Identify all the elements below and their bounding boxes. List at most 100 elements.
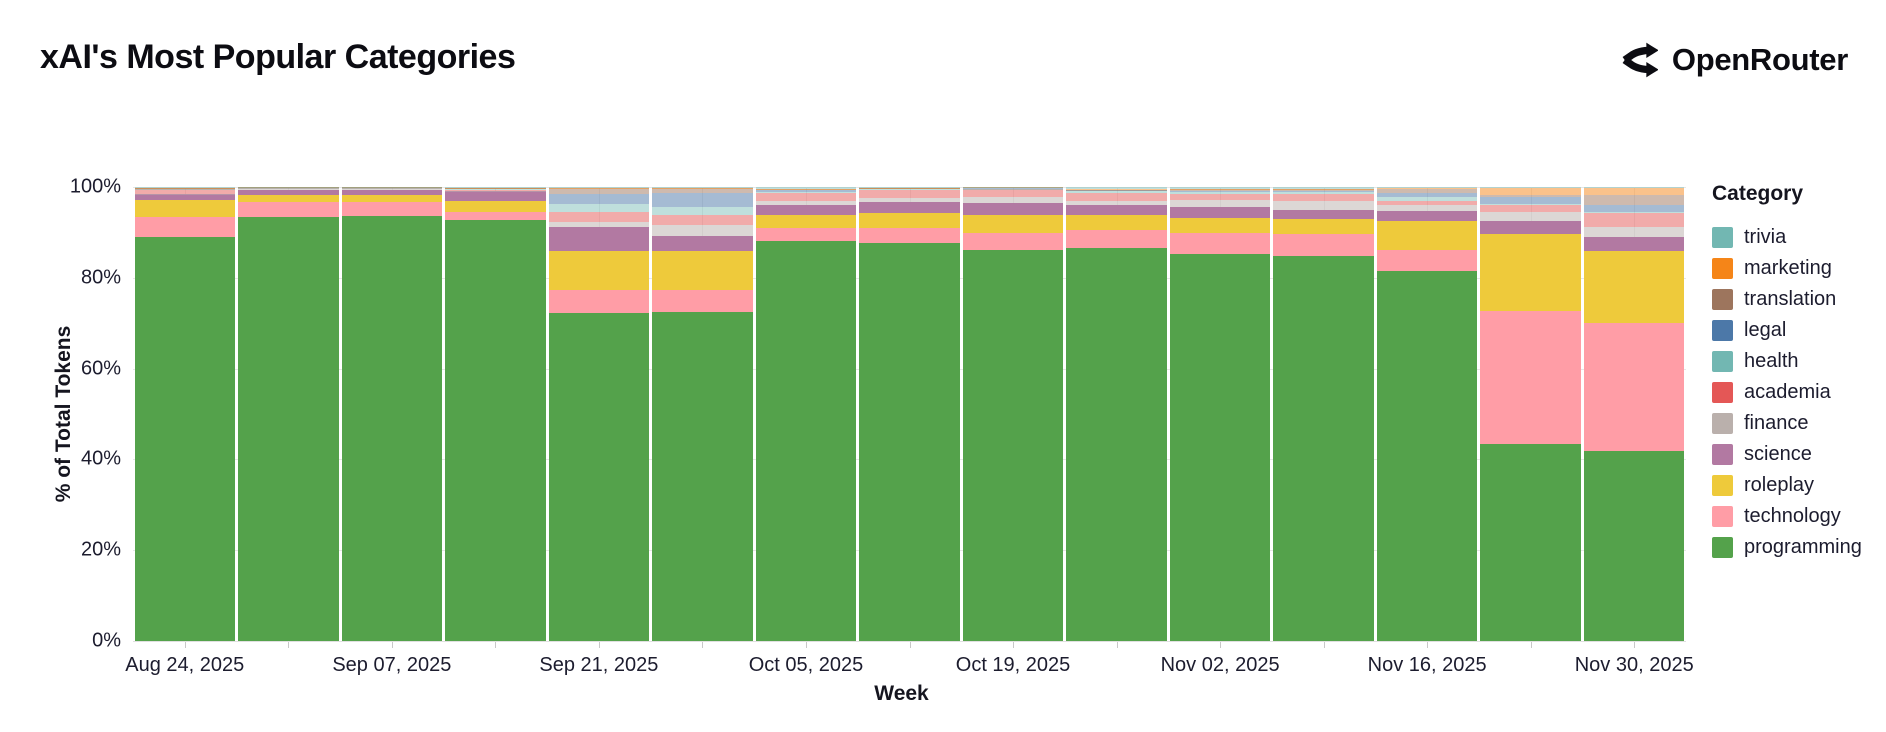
bar-segment-finance: [1066, 201, 1167, 206]
bar-segment-programming: [1066, 248, 1167, 641]
x-tick-label: Sep 21, 2025: [539, 654, 659, 676]
bar-segment-academia: [1169, 193, 1271, 200]
legend-item-trivia: trivia: [1712, 222, 1882, 253]
stacked-bar: [445, 187, 546, 641]
bar-segment-science: [859, 202, 960, 213]
x-tick-mark: [288, 642, 290, 648]
bar-segment-academia: [445, 189, 546, 191]
bar-segment-programming: [1583, 451, 1685, 641]
legend-items: trivia marketing translation legal health aca…: [1712, 222, 1882, 563]
bar-segment-programming: [1480, 443, 1581, 641]
bar-segment-technology: [548, 289, 650, 313]
bar-segment-programming: [962, 250, 1064, 641]
y-tick-label: 80%: [80, 266, 121, 289]
bar-segment-translation: [1376, 189, 1478, 193]
x-axis-title: Week: [874, 682, 929, 705]
x-tick-mark: [1116, 642, 1118, 648]
bar-segment-science: [1169, 206, 1271, 218]
bar-segment-science: [962, 203, 1064, 215]
bar-segment-health: [652, 206, 753, 215]
bar-segment-roleplay: [962, 214, 1064, 234]
bar-segment-programming: [238, 216, 339, 641]
bar-segment-science: [445, 191, 546, 202]
legend-label: academia: [1744, 381, 1831, 403]
stacked-bar: [859, 187, 960, 641]
bar-segment-programming: [755, 241, 857, 641]
bar-segment-roleplay: [755, 214, 857, 228]
legend-label: translation: [1744, 288, 1837, 310]
x-tick-label: Nov 30, 2025: [1574, 654, 1694, 676]
bar-segment-translation: [962, 187, 1064, 188]
bar-segment-health: [755, 192, 857, 193]
bar-segment-legal: [652, 192, 753, 207]
x-tick-mark: [1427, 642, 1429, 648]
legend-swatch-marketing: [1712, 258, 1733, 279]
bar-segment-finance: [548, 222, 650, 228]
bar-segment-roleplay: [548, 251, 650, 290]
bar-segment-programming: [1376, 271, 1478, 641]
bar-segment-academia: [962, 188, 1064, 197]
bar-segment-academia: [755, 192, 857, 202]
legend-item-roleplay: roleplay: [1712, 470, 1882, 501]
legend-label: technology: [1744, 505, 1841, 527]
bar-segment-legal: [962, 187, 1064, 189]
bar-segment-academia: [1273, 193, 1374, 201]
legend-item-translation: translation: [1712, 284, 1882, 315]
legend-swatch-translation: [1712, 289, 1733, 310]
stacked-bar: [962, 187, 1064, 641]
bar-segment-science: [548, 227, 650, 252]
bar-segment-legal: [1480, 196, 1581, 204]
legend-label: health: [1744, 350, 1799, 372]
x-tick-mark: [1634, 642, 1636, 648]
bar-segment-health: [1583, 211, 1685, 214]
bar-segment-health: [1273, 192, 1374, 194]
stacked-bar: [1583, 187, 1685, 641]
bar-segment-technology: [1273, 234, 1374, 257]
bar-segment-roleplay: [652, 251, 753, 291]
bar-segment-academia: [134, 189, 236, 194]
x-tick-mark: [184, 642, 186, 648]
x-tick-mark: [391, 642, 393, 648]
legend-label: programming: [1744, 536, 1862, 558]
bar-segment-roleplay: [134, 199, 236, 218]
bar-segment-technology: [652, 290, 753, 312]
legend-item-academia: academia: [1712, 377, 1882, 408]
bar-segment-technology: [134, 217, 236, 237]
bar-segment-trivia: [755, 187, 857, 189]
legend-swatch-academia: [1712, 382, 1733, 403]
x-tick-mark: [1323, 642, 1325, 648]
x-tick-mark: [1530, 642, 1532, 648]
bar-segment-translation: [1273, 189, 1374, 191]
legend-item-technology: technology: [1712, 501, 1882, 532]
bar-segment-technology: [1169, 233, 1271, 255]
bar-segment-science: [1273, 209, 1374, 219]
stacked-bar: [548, 187, 650, 641]
bar-segment-roleplay: [445, 201, 546, 212]
bar-segment-trivia: [1169, 187, 1271, 189]
bar-segment-finance: [134, 193, 236, 195]
bar-segment-health: [1480, 203, 1581, 206]
plot-area: [133, 186, 1686, 642]
legend-label: trivia: [1744, 226, 1787, 248]
x-tick-label: Sep 07, 2025: [332, 654, 452, 676]
bar-segment-technology: [755, 227, 857, 242]
legend-item-health: health: [1712, 346, 1882, 377]
bar-segment-science: [652, 235, 753, 252]
x-tick-label: Oct 05, 2025: [748, 654, 864, 676]
bar-segment-technology: [341, 202, 443, 216]
bar-segment-roleplay: [1273, 218, 1374, 235]
bar-segment-science: [1376, 211, 1478, 221]
bar-segment-roleplay: [238, 195, 339, 202]
stacked-bar: [1169, 187, 1271, 641]
legend-swatch-finance: [1712, 413, 1733, 434]
bar-segment-roleplay: [1066, 214, 1167, 230]
legend-label: marketing: [1744, 257, 1832, 279]
stacked-bar: [1376, 187, 1478, 641]
bar-segment-programming: [652, 311, 753, 641]
brand-logo[interactable]: OpenRouter: [1618, 40, 1848, 80]
bar-segment-science: [341, 189, 443, 195]
bar-segment-technology: [1066, 229, 1167, 249]
bar-segment-translation: [1583, 194, 1685, 205]
bar-segment-legal: [755, 189, 857, 192]
bar-segment-legal: [1583, 204, 1685, 212]
